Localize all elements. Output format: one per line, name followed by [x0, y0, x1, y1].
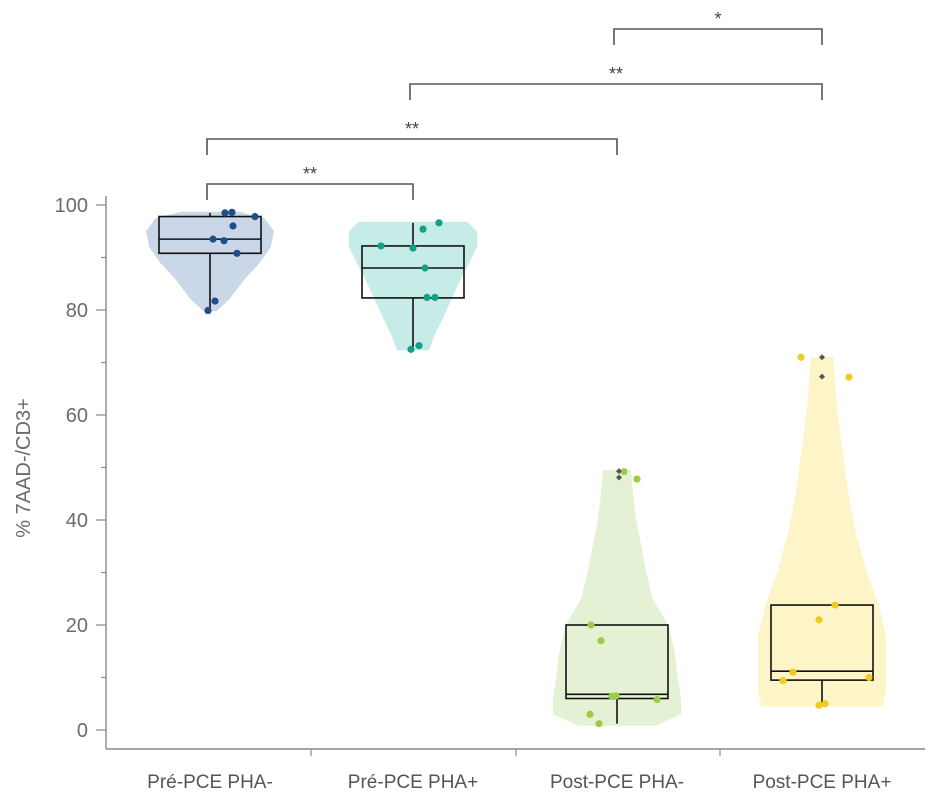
box-1: [158, 215, 262, 255]
data-point-4-4: [815, 701, 823, 709]
significance-bracket-3: [409, 83, 823, 100]
data-point-2-9: [435, 219, 443, 227]
data-point-1-1: [204, 306, 212, 315]
outlier-4-1: [819, 354, 825, 361]
data-point-4-2: [789, 668, 797, 676]
data-point-1-3: [233, 249, 241, 257]
data-point-2-5: [421, 264, 429, 272]
data-point-3-7: [587, 621, 595, 629]
data-point-4-7: [831, 601, 839, 609]
significance-label-3: **: [609, 64, 623, 84]
violin-4: [758, 357, 886, 707]
violins-layer: [146, 211, 886, 726]
significance-label-2: **: [405, 119, 419, 139]
data-point-1-2: [211, 297, 219, 305]
significance-bracket-4: [613, 28, 823, 45]
axes-layer: 0 20 40 60 80 100 Pré-PCE PHA- Pré-PCE PHA+ Post…: [55, 195, 925, 793]
violin-2: [349, 221, 477, 351]
y-tick-label-100: 100: [55, 195, 88, 217]
x-tick-label-2: Pré-PCE PHA+: [348, 772, 478, 793]
x-tick-label-3: Post-PCE PHA-: [550, 772, 684, 793]
data-point-2-4: [431, 293, 439, 301]
y-tick-label-40: 40: [66, 510, 88, 532]
data-point-3-6: [597, 637, 605, 645]
y-tick-label-0: 0: [77, 720, 88, 742]
data-point-1-8: [228, 208, 236, 216]
significance-label-4: *: [714, 9, 721, 29]
box-4: [770, 604, 874, 681]
data-point-4-1: [779, 677, 787, 685]
violin-3: [553, 470, 681, 726]
significance-bracket-2: [206, 138, 618, 155]
data-point-2-1: [407, 345, 415, 353]
data-point-2-7: [377, 242, 385, 250]
data-point-4-5: [821, 700, 829, 708]
outlier-3-2: [616, 474, 622, 481]
significance-label-1: **: [303, 164, 317, 184]
significance-layer: *******: [206, 9, 823, 200]
data-point-2-6: [409, 244, 417, 252]
data-point-3-2: [586, 710, 594, 718]
y-tick-label-60: 60: [66, 405, 88, 427]
y-tick-label-80: 80: [66, 300, 88, 322]
data-point-1-5: [209, 235, 217, 243]
data-point-3-5: [653, 695, 661, 704]
data-point-1-6: [229, 222, 237, 230]
data-point-3-4: [608, 692, 616, 701]
data-point-3-1: [595, 720, 603, 728]
points-layer: [204, 208, 873, 728]
data-point-3-9: [633, 475, 641, 483]
data-point-4-9: [845, 373, 853, 381]
data-point-1-4: [220, 237, 228, 245]
data-point-2-8: [419, 225, 427, 233]
significance-bracket-1: [206, 183, 414, 200]
data-point-2-2: [415, 342, 423, 350]
data-point-4-6: [815, 616, 823, 624]
data-point-4-8: [797, 353, 805, 361]
data-point-4-3: [865, 673, 873, 682]
data-point-1-9: [251, 212, 259, 221]
y-axis-label: % 7AAD-/CD3+: [13, 398, 35, 538]
data-point-2-3: [423, 293, 431, 301]
x-tick-label-4: Post-PCE PHA+: [753, 772, 892, 793]
x-tick-label-1: Pré-PCE PHA-: [147, 772, 273, 793]
outlier-3-1: [616, 468, 622, 475]
y-tick-label-20: 20: [66, 615, 88, 637]
data-point-1-7: [221, 209, 229, 217]
outlier-4-2: [819, 373, 825, 380]
data-point-3-8: [620, 468, 628, 476]
